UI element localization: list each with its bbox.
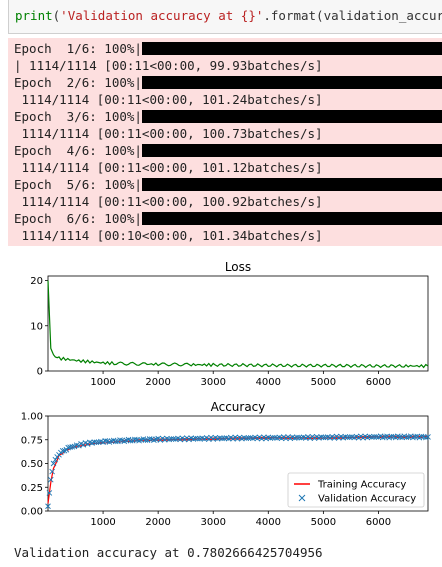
y-tick-label: 0.00 <box>21 507 43 518</box>
legend-label: Validation Accuracy <box>318 494 416 505</box>
validation-point <box>47 476 54 483</box>
x-tick-label: 2000 <box>145 377 170 388</box>
y-tick-label: 0.75 <box>21 435 43 446</box>
validation-point <box>382 434 388 440</box>
code-cell-input[interactable]: print('Validation accuracy at {}'.format… <box>8 0 442 34</box>
x-tick-label: 5000 <box>311 377 336 388</box>
progress-bar <box>141 144 442 157</box>
progress-bar <box>141 178 442 191</box>
progress-stats: 1114/1114 [00:11<00:00, 100.73batches/s] <box>14 126 323 141</box>
validation-point <box>346 434 353 440</box>
validation-point <box>91 439 98 445</box>
x-tick-label: 6000 <box>366 377 391 388</box>
y-tick-label: 0.50 <box>21 459 43 470</box>
validation-point <box>93 439 100 446</box>
progress-label: Epoch 3/6: 100%| <box>14 108 442 125</box>
legend-label: Training Accuracy <box>317 480 406 491</box>
validation-point <box>221 435 228 442</box>
validation-point <box>142 437 149 443</box>
progress-bar <box>141 76 442 89</box>
x-tick-label: 5000 <box>311 517 336 528</box>
progress-stats: 1114/1114 [00:11<00:00, 101.12batches/s] <box>14 160 323 175</box>
progress-label: Epoch 4/6: 100%| <box>14 142 442 159</box>
validation-point <box>294 434 300 441</box>
validation-point <box>322 434 329 441</box>
validation-point <box>46 490 53 496</box>
print-keyword: print <box>15 8 53 23</box>
x-tick-label: 1000 <box>90 517 115 528</box>
validation-point <box>269 434 276 441</box>
code-string: 'Validation accuracy at {}' <box>60 8 264 23</box>
y-tick-label: 1.00 <box>21 412 43 423</box>
validation-point <box>69 443 76 450</box>
validation-point <box>418 433 425 440</box>
validation-point <box>397 434 403 440</box>
progress-stats: 1114/1114 [00:11<00:00, 101.24batches/s] <box>14 92 323 107</box>
validation-point <box>67 444 73 450</box>
progress-stats: 1114/1114 [00:10<00:00, 101.34batches/s] <box>14 228 323 243</box>
validation-point <box>272 434 278 441</box>
validation-point <box>112 438 119 445</box>
x-tick-label: 2000 <box>145 517 170 528</box>
charts-figure: Loss 1000 2000 3000 4000 5000 6000 0 10 20 Accurac… <box>21 260 431 528</box>
progress-stats: 1114/1114 [00:11<00:00, 100.92batches/s] <box>14 194 323 209</box>
validation-point <box>102 438 109 444</box>
validation-point <box>127 437 134 444</box>
legend-box <box>287 472 425 508</box>
progress-output: Epoch 1/6: 100%| | 1114/1114 [00:11<00:0… <box>8 38 442 246</box>
validation-point <box>403 434 410 441</box>
validation-point <box>388 433 395 440</box>
validation-point <box>52 456 59 463</box>
progress-label: Epoch 2/6: 100%| <box>14 74 442 91</box>
series-line <box>47 280 429 369</box>
x-tick-label: 4000 <box>256 377 281 388</box>
progress-bar <box>141 212 442 225</box>
validation-point <box>245 435 252 441</box>
progress-label: Epoch 5/6: 100%| <box>14 176 442 193</box>
validation-result: Validation accuracy at 0.780266642570495… <box>14 545 323 560</box>
x-tick-label: 1000 <box>90 377 115 388</box>
validation-point <box>132 436 138 443</box>
y-tick-label: 20 <box>30 276 43 287</box>
validation-point <box>318 434 324 440</box>
progress-label: Epoch 6/6: 100%| <box>14 210 442 227</box>
chart-title: Loss <box>225 260 251 274</box>
validation-point <box>50 460 57 467</box>
x-tick-label: 6000 <box>366 517 391 528</box>
validation-point <box>412 433 418 440</box>
y-tick-label: 10 <box>30 321 43 332</box>
progress-label: Epoch 1/6: 100%| <box>14 40 442 57</box>
progress-bar <box>141 42 442 55</box>
progress-stats: | 1114/1114 [00:11<00:00, 99.93batches/s… <box>14 58 323 73</box>
y-tick-label: 0.25 <box>21 483 43 494</box>
x-tick-label: 3000 <box>200 517 225 528</box>
code-rest: .format(validation_accuracy) <box>263 8 442 23</box>
chart-title: Accuracy <box>211 400 266 414</box>
validation-point <box>49 468 55 475</box>
validation-point <box>217 435 223 441</box>
validation-point <box>371 434 377 440</box>
validation-point <box>425 434 431 440</box>
validation-point <box>296 434 302 441</box>
validation-point <box>146 436 153 442</box>
validation-point <box>117 437 123 443</box>
validation-point <box>192 435 199 442</box>
validation-point <box>45 503 51 510</box>
validation-point <box>168 436 175 442</box>
validation-point <box>73 442 80 449</box>
progress-bar <box>141 110 442 123</box>
x-tick-label: 4000 <box>256 517 281 528</box>
x-tick-label: 3000 <box>200 377 225 388</box>
y-tick-label: 0 <box>37 367 43 378</box>
chart-frame <box>47 275 429 372</box>
validation-point <box>59 447 66 454</box>
legend-marker <box>298 494 306 502</box>
code-paren: ( <box>52 8 61 23</box>
